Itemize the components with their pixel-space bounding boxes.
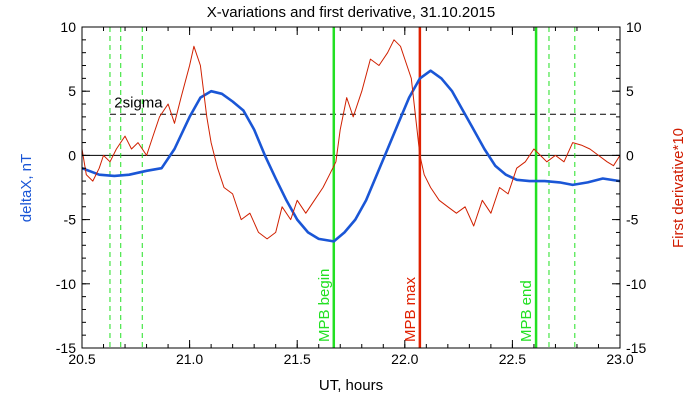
y-right-tick-label: 5 <box>626 83 634 99</box>
plot-frame <box>81 26 621 349</box>
marker-label: MPB end <box>518 280 535 342</box>
sigma-label: 2sigma <box>114 94 163 111</box>
y-axis-right-label: First derivative*10 <box>670 128 687 248</box>
y-axis-left-label: deltaX, nT <box>18 154 35 222</box>
x-tick-label: 21.0 <box>176 351 203 367</box>
y-right-tick-label: 10 <box>626 19 642 35</box>
y-right-tick-label: 0 <box>626 147 634 163</box>
axis-layer: 20.5 21.0 21.5 22.0 22.5 23.0-15 -15-10 -10-5 -5… <box>56 19 647 367</box>
chart-title: X-variations and first derivative, 31.10… <box>207 4 496 21</box>
y-left-tick-label: 10 <box>60 19 76 35</box>
x-tick-label: 22.0 <box>391 351 418 367</box>
y-right-tick-label: -15 <box>626 340 646 356</box>
plot-layer: 2sigma MPB begin MPB max MPB end <box>81 27 621 348</box>
x-tick-label: 20.5 <box>68 351 95 367</box>
y-left-tick-label: -5 <box>64 212 77 228</box>
x-tick-label: 22.5 <box>499 351 526 367</box>
derivative-line <box>81 39 621 240</box>
y-right-tick-label: -5 <box>626 212 639 228</box>
deltax-line <box>81 69 621 243</box>
y-left-tick-label: -10 <box>56 276 76 292</box>
y-left-tick-label: -15 <box>56 340 76 356</box>
y-left-tick-label: 0 <box>68 147 76 163</box>
marker-label: MPB max <box>402 276 419 342</box>
marker-label: MPB begin <box>316 269 333 342</box>
y-left-tick-label: 5 <box>68 83 76 99</box>
x-axis-label: UT, hours <box>319 377 383 394</box>
x-tick-label: 23.0 <box>606 351 633 367</box>
y-right-tick-label: -10 <box>626 276 646 292</box>
x-tick-label: 21.5 <box>284 351 311 367</box>
